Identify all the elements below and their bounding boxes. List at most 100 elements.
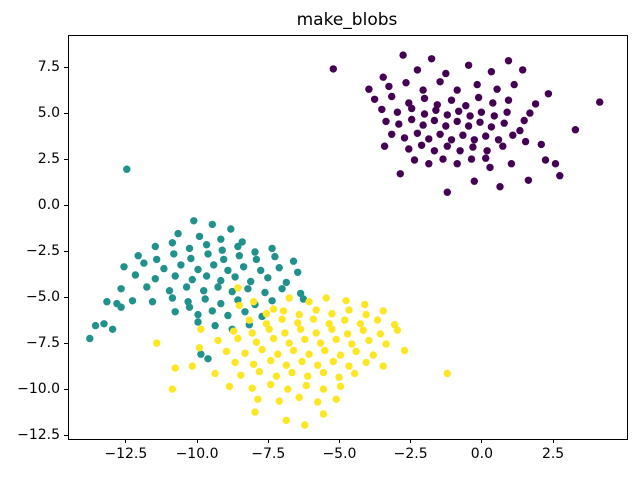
data-point-cluster-0-purple [410,156,419,164]
data-point-cluster-1-teal [234,242,242,251]
data-point-cluster-2-yellow [249,298,258,306]
x-tick-mark [410,439,412,443]
data-point-cluster-2-yellow [267,380,275,389]
data-point-cluster-1-teal [218,246,226,254]
data-point-cluster-2-yellow [211,369,219,378]
data-point-cluster-0-purple [420,110,429,118]
data-point-cluster-2-yellow [289,346,298,355]
data-point-cluster-1-teal [224,311,232,320]
data-point-cluster-2-yellow [302,381,310,390]
x-tick-mark [196,439,198,443]
data-point-cluster-1-teal [282,278,290,287]
data-point-cluster-2-yellow [265,325,273,333]
data-point-cluster-2-yellow [214,336,222,345]
data-point-cluster-2-yellow [369,351,377,359]
data-point-cluster-1-teal [275,264,283,272]
data-point-cluster-0-purple [462,102,470,110]
data-point-cluster-1-teal [289,257,298,265]
data-point-cluster-2-yellow [278,315,286,323]
data-point-cluster-0-purple [526,109,534,117]
y-tick-mark [64,112,68,114]
data-point-cluster-0-purple [439,155,447,163]
data-point-cluster-0-purple [496,183,504,191]
data-point-cluster-2-yellow [188,362,196,370]
x-tick-mark [125,439,127,443]
data-point-cluster-1-teal [120,263,128,271]
data-point-cluster-0-purple [571,126,580,134]
data-point-cluster-2-yellow [305,298,313,306]
data-point-cluster-0-purple [510,80,518,89]
data-point-cluster-1-teal [252,255,261,264]
data-point-cluster-0-purple [551,160,560,168]
y-tick-label: −2.5 [26,242,60,259]
data-point-cluster-1-teal [165,287,174,295]
data-point-cluster-2-yellow [272,372,281,380]
data-point-cluster-1-teal [217,276,225,285]
y-tick-label: −10.0 [17,380,60,397]
data-point-cluster-0-purple [443,188,451,196]
data-point-cluster-1-teal [202,272,211,280]
data-point-cluster-1-teal [214,283,222,291]
data-point-cluster-1-teal [171,308,179,316]
data-point-cluster-0-purple [419,121,427,129]
data-point-cluster-2-yellow [359,326,367,334]
data-point-cluster-2-yellow [235,301,243,310]
y-tick-label: 2.5 [37,150,60,167]
data-point-cluster-2-yellow [304,372,312,380]
data-point-cluster-2-yellow [322,294,330,302]
data-point-cluster-1-teal [296,289,305,298]
data-point-cluster-2-yellow [269,334,278,343]
data-point-cluster-0-purple [464,61,473,69]
data-point-cluster-0-purple [470,136,478,144]
data-point-cluster-1-teal [168,239,177,247]
data-point-cluster-2-yellow [341,316,349,324]
data-point-cluster-2-yellow [237,371,245,379]
data-point-cluster-0-purple [382,117,390,126]
data-point-cluster-2-yellow [231,358,239,367]
data-point-cluster-1-teal [140,259,148,267]
data-point-cluster-2-yellow [382,340,390,348]
data-point-cluster-0-purple [432,106,440,115]
data-point-cluster-0-purple [425,135,433,143]
data-point-cluster-2-yellow [319,385,328,393]
data-point-cluster-2-yellow [348,340,356,348]
data-point-cluster-1-teal [220,255,228,264]
y-tick-label: 7.5 [37,58,60,75]
data-point-cluster-0-purple [430,147,439,155]
data-point-cluster-2-yellow [328,310,336,318]
data-point-cluster-1-teal [208,220,216,229]
data-point-cluster-2-yellow [222,347,231,356]
data-point-cluster-0-purple [464,122,473,130]
data-point-cluster-0-purple [447,96,456,104]
data-point-cluster-2-yellow [153,339,161,347]
data-point-cluster-2-yellow [309,315,318,323]
data-point-cluster-0-purple [516,126,524,135]
data-point-cluster-1-teal [143,283,151,291]
data-point-cluster-0-purple [519,66,527,74]
data-point-cluster-0-purple [443,142,451,150]
data-point-cluster-0-purple [483,147,491,155]
data-point-cluster-0-purple [507,160,516,168]
data-point-cluster-1-teal [227,225,235,233]
data-point-cluster-2-yellow [269,305,278,313]
data-point-cluster-1-teal [217,235,225,243]
data-point-cluster-2-yellow [234,334,242,343]
data-point-cluster-1-teal [171,272,179,280]
x-tick-mark [338,439,340,443]
y-tick-mark [64,66,68,68]
data-point-cluster-1-teal [170,250,178,258]
data-point-cluster-2-yellow [351,369,359,378]
data-point-cluster-0-purple [436,130,444,138]
data-point-cluster-0-purple [408,115,416,124]
y-tick-label: −12.5 [17,426,60,443]
data-point-cluster-1-teal [261,288,269,297]
data-point-cluster-1-teal [251,248,259,256]
data-point-cluster-0-purple [469,143,477,151]
data-point-cluster-0-purple [427,55,436,63]
data-point-cluster-0-purple [436,78,444,86]
data-point-cluster-2-yellow [301,335,309,344]
data-point-cluster-1-teal [174,229,182,238]
data-point-cluster-1-teal [241,308,249,316]
data-point-cluster-1-teal [299,295,308,303]
data-point-cluster-0-purple [521,137,530,146]
